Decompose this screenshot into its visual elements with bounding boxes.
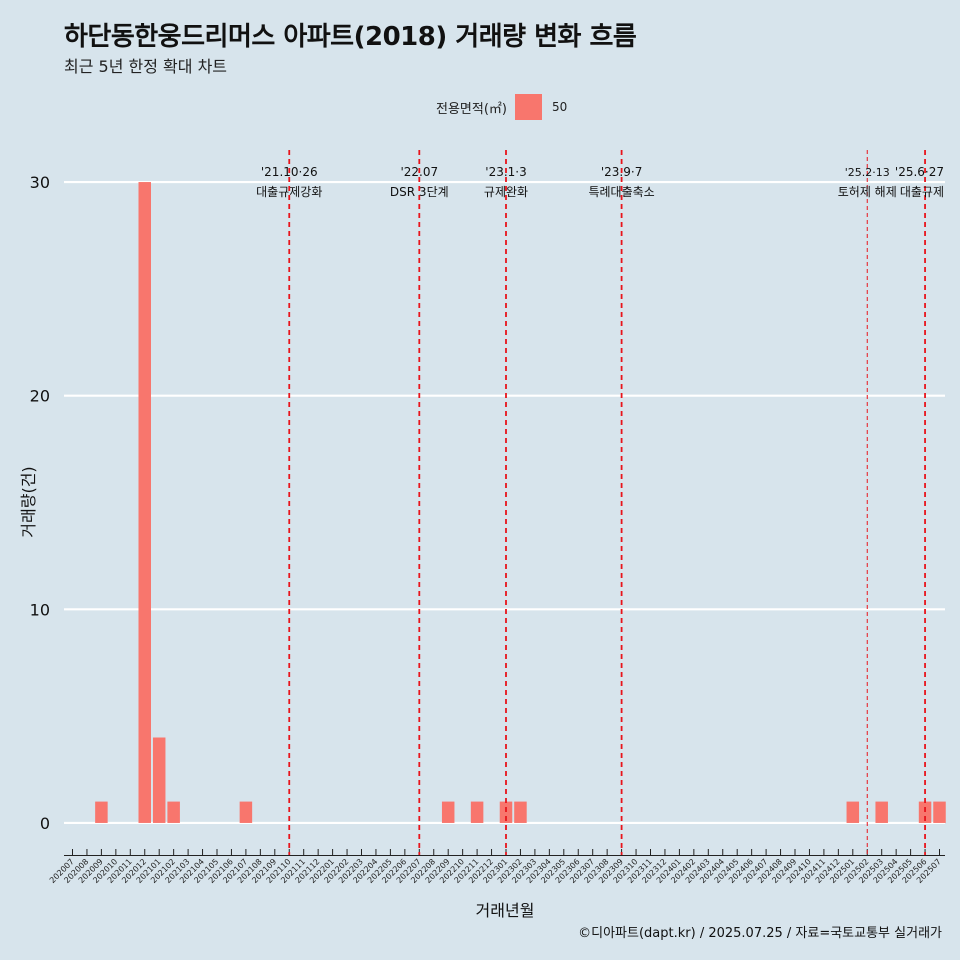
event-label: 대출규제 — [900, 185, 944, 199]
legend-label: 50 — [551, 100, 568, 114]
bar — [514, 801, 527, 823]
bar — [138, 182, 151, 823]
bar — [470, 801, 484, 823]
bar — [441, 801, 455, 823]
event-date-label: '23.9·7 — [601, 165, 642, 179]
y-tick-label: 20 — [30, 387, 50, 406]
event-label: 규제완화 — [484, 185, 528, 199]
caption: ©디아파트(dapt.kr) / 2025.07.25 / 자료=국토교통부 실… — [578, 926, 942, 941]
event-date-label: '23.1·3 — [485, 165, 526, 179]
bar — [933, 801, 946, 823]
x-axis-label: 거래년월 — [475, 901, 535, 920]
event-label: 대출규제강화 — [256, 185, 322, 199]
event-label: 토허제 해제 — [838, 185, 897, 199]
legend-title: 전용면적(㎡) — [436, 101, 507, 117]
bar — [846, 801, 860, 823]
event-date-label: '25.6·27 — [895, 165, 944, 179]
bar — [152, 737, 166, 823]
event-date-label: '25.2·13 — [845, 166, 890, 179]
chart-subtitle: 최근 5년 한정 확대 차트 — [64, 57, 228, 76]
event-date-label: '21.10·26 — [261, 165, 318, 179]
bar — [239, 801, 253, 823]
y-tick-label: 10 — [30, 600, 50, 619]
bar — [918, 801, 932, 823]
legend: 전용면적(㎡) 50 — [436, 94, 567, 120]
y-axis-label: 거래량(건) — [19, 466, 38, 538]
event-date-label: '22.07 — [400, 165, 438, 179]
bar — [167, 801, 180, 823]
y-tick-label: 0 — [40, 814, 50, 833]
event-label: 특례대출축소 — [588, 185, 654, 199]
chart-title: 하단동한웅드리머스 아파트(2018) 거래량 변화 흐름 — [64, 22, 637, 52]
event-label: DSR 3단계 — [390, 185, 449, 199]
bar — [875, 801, 888, 823]
legend-swatch — [514, 94, 542, 120]
y-tick-label: 30 — [30, 173, 50, 192]
bar — [499, 801, 513, 823]
bar — [95, 801, 108, 823]
